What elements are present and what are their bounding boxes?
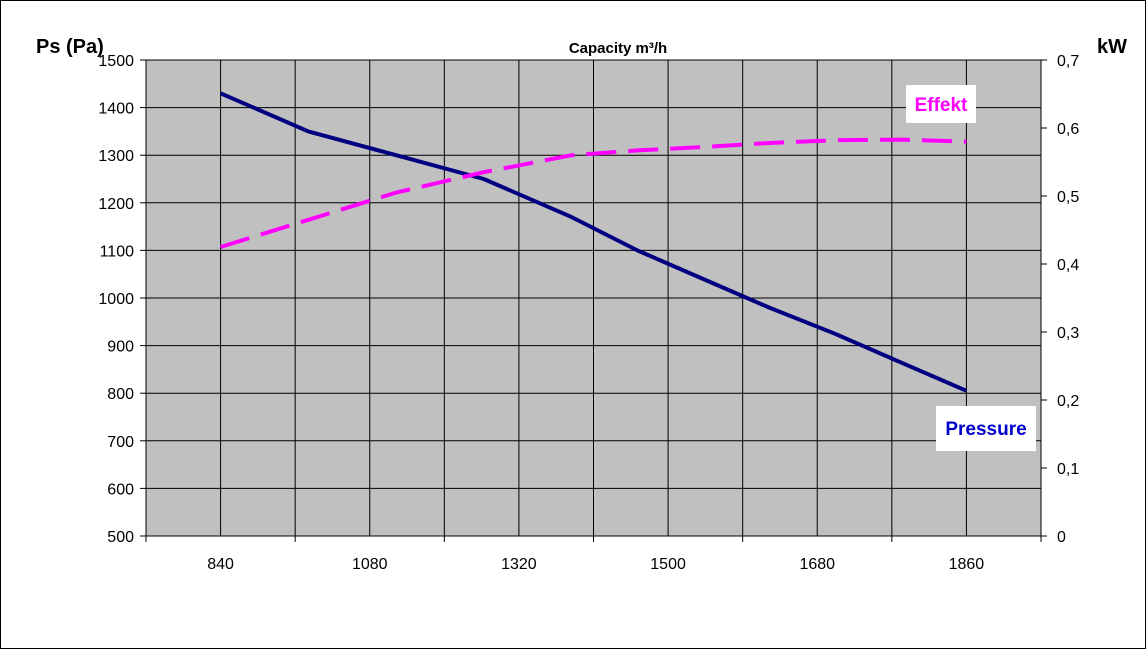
y-left-tick-label: 1300 (98, 148, 134, 165)
effekt-line (220, 137, 967, 249)
y-right-tick-label: 0,2 (1057, 393, 1079, 410)
y-right-tick-label: 0,1 (1057, 461, 1079, 478)
x-tick-label: 1500 (650, 556, 686, 573)
effekt-label: Effekt (915, 95, 968, 116)
y-left-tick-label: 1100 (100, 243, 135, 260)
x-tick-label: 1860 (949, 556, 985, 573)
y-right-tick-label: 0,5 (1057, 189, 1079, 206)
y-left-tick-label: 1200 (98, 196, 134, 213)
series-labels: Effekt Pressure (906, 85, 1036, 451)
x-tick-label: 1320 (501, 556, 537, 573)
y-right-tick-label: 0,7 (1057, 53, 1079, 70)
axes: 1500 1400 1300 1200 1100 1000 900 800 700 600 500 0… (98, 53, 1079, 573)
y-left-tick-label: 900 (107, 339, 134, 356)
chart-title: Capacity m³/h (569, 40, 667, 57)
y-right-tick-label: 0,3 (1057, 325, 1079, 342)
y-left-tick-label: 1000 (98, 291, 134, 308)
x-tick-label: 840 (207, 556, 234, 573)
pressure-line (219, 91, 968, 393)
plot-border (145, 59, 1042, 537)
y-left-tick-label: 800 (107, 386, 134, 403)
y-right-tick-label: 0,6 (1057, 121, 1079, 138)
y-left-tick-label: 1500 (98, 53, 134, 70)
effekt-label-bg (906, 85, 976, 123)
left-axis-title: Ps (Pa) (36, 36, 104, 58)
right-axis-title: kW (1097, 36, 1127, 58)
y-left-tick-label: 600 (107, 481, 134, 498)
series-lines (219, 91, 968, 393)
x-tick-label: 1680 (799, 556, 835, 573)
y-right-tick-label: 0 (1057, 529, 1066, 546)
pressure-label: Pressure (945, 419, 1026, 440)
y-left-tick-label: 700 (107, 434, 134, 451)
pressure-label-bg (936, 406, 1036, 451)
y-left-tick-label: 500 (107, 529, 134, 546)
labels: Ps (Pa) Capacity m³/h kW (36, 36, 1127, 58)
y-right-tick-label: 0,4 (1057, 257, 1079, 274)
y-left-tick-label: 1400 (98, 101, 134, 118)
x-tick-label: 1080 (352, 556, 388, 573)
